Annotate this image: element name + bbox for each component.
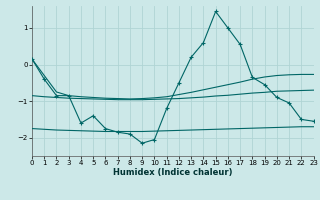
X-axis label: Humidex (Indice chaleur): Humidex (Indice chaleur) (113, 168, 233, 177)
